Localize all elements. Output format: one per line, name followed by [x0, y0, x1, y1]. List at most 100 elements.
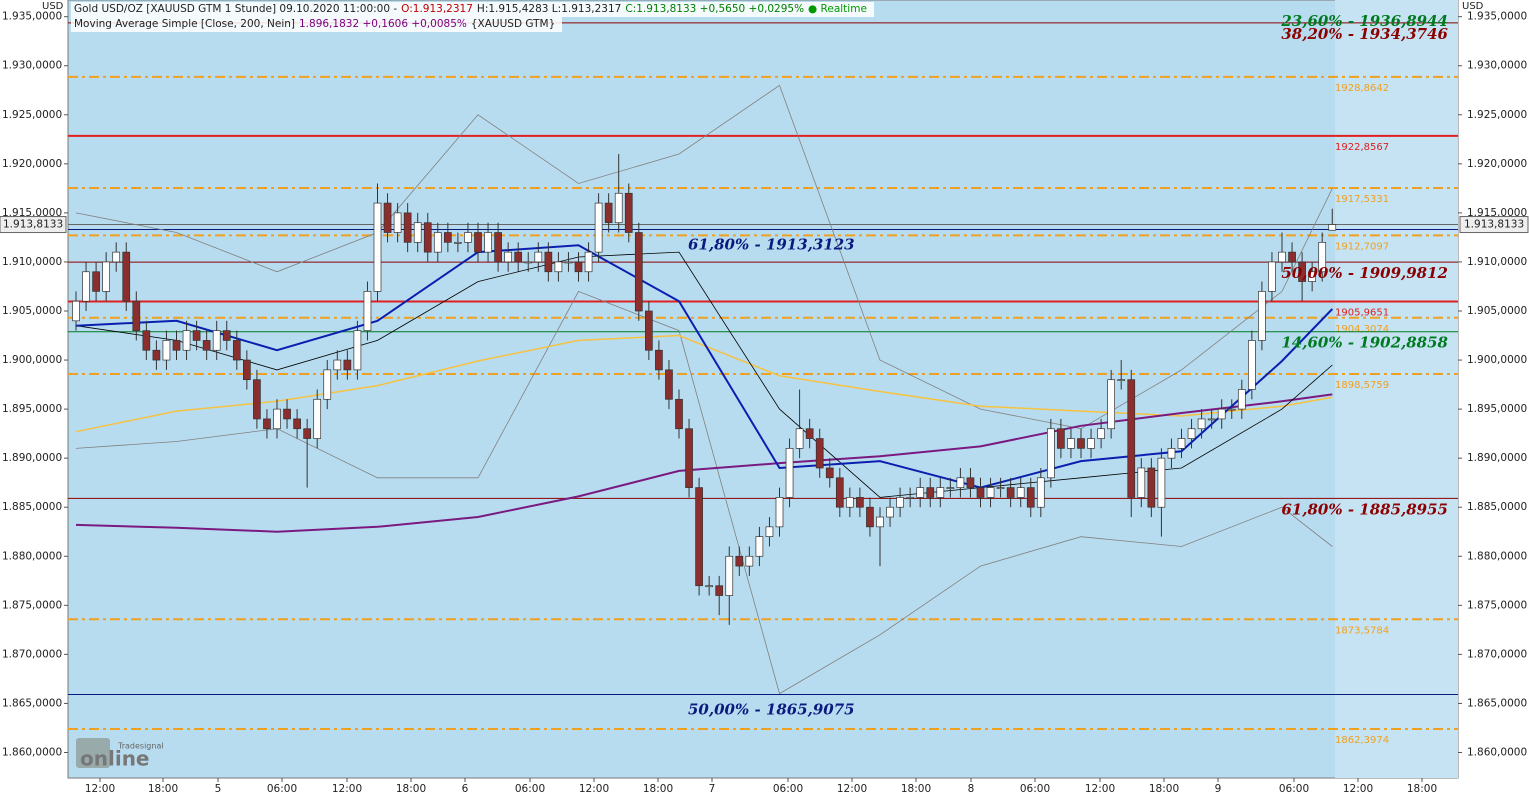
- future-area: [1335, 0, 1458, 778]
- y-tick-label: 1.930,0000: [2, 60, 62, 72]
- candle-body: [835, 477, 844, 508]
- y-tick-label-right: 1.905,0000: [1467, 305, 1527, 317]
- candle-body: [122, 251, 131, 302]
- y-tick-label-right: 1.865,0000: [1467, 697, 1527, 709]
- y-tick-label-right: 1.915,0000: [1467, 207, 1527, 219]
- candle-body: [1237, 389, 1246, 410]
- candle-body: [253, 379, 261, 420]
- x-tick-label: 18:00: [148, 783, 178, 795]
- candle-body: [1127, 379, 1136, 498]
- candle-body: [795, 428, 804, 449]
- y-tick-label: 1.895,0000: [2, 403, 62, 415]
- candle-body: [675, 398, 683, 430]
- x-tick-label: 06:00: [773, 783, 803, 795]
- x-tick-label: 18:00: [901, 783, 931, 795]
- x-tick-label: 06:00: [515, 783, 545, 795]
- candle-body: [1006, 487, 1015, 498]
- candle-body: [906, 497, 915, 499]
- candle-body: [644, 310, 653, 351]
- candle-body: [474, 232, 482, 253]
- header-part: 1.896,1832 +0,1606 +0,0085%: [299, 18, 467, 30]
- candle-body: [142, 330, 151, 351]
- x-tick-label: 18:00: [643, 783, 673, 795]
- x-tick-label: 06:00: [267, 783, 297, 795]
- header-part: H:1.915,4283 L:1.913,2317: [476, 3, 622, 15]
- y-tick-label-right: 1.870,0000: [1467, 648, 1527, 660]
- price-tag-right: [1459, 216, 1529, 234]
- candle-body: [775, 497, 784, 528]
- candle-body: [876, 516, 884, 528]
- y-tick-label: 1.905,0000: [2, 305, 62, 317]
- candle-body: [825, 467, 834, 479]
- candle-body: [484, 232, 492, 253]
- candle-body: [1197, 418, 1206, 430]
- candle-body: [1117, 379, 1126, 382]
- candle-body: [1288, 251, 1296, 263]
- candle-body: [464, 232, 472, 243]
- y-tick-label-right: 1.895,0000: [1467, 403, 1527, 415]
- level-label: 1898,5759: [1335, 380, 1389, 391]
- candle-body: [554, 261, 563, 273]
- candle-body: [916, 487, 925, 498]
- candle-body: [1207, 418, 1216, 421]
- y-tick-label: 1.865,0000: [2, 697, 62, 709]
- candle-body: [926, 487, 935, 498]
- candle-body: [986, 487, 995, 498]
- candle-body: [283, 408, 291, 420]
- fib-label: 14,60% - 1902,8858: [1281, 334, 1448, 352]
- level-label: 1862,3974: [1335, 735, 1389, 746]
- y-tick-label: 1.900,0000: [2, 354, 62, 366]
- candle-body: [243, 359, 251, 381]
- y-tick-label-right: 1.885,0000: [1467, 501, 1527, 513]
- candle-body: [182, 330, 191, 351]
- level-label: 1905,9651: [1335, 308, 1389, 319]
- candle-body: [534, 251, 543, 263]
- logo-box: [76, 738, 110, 768]
- logo-small: Tradesignal: [117, 742, 164, 751]
- level-label: 1904,3074: [1335, 324, 1389, 335]
- candle-body: [413, 222, 422, 243]
- candle-body: [655, 349, 663, 371]
- candle-body: [946, 487, 955, 489]
- candle-body: [1177, 438, 1186, 449]
- x-tick-label: 6: [462, 783, 469, 795]
- candle-body: [273, 408, 281, 430]
- y-tick-label-right: 1.900,0000: [1467, 354, 1527, 366]
- indicator-line: [75, 393, 1333, 533]
- candle-body: [1298, 261, 1306, 282]
- candle-body: [343, 359, 352, 371]
- price-tag-left: [0, 216, 67, 234]
- candle-body: [1187, 428, 1196, 439]
- candle-body: [624, 192, 633, 233]
- y-tick-label-right: 1.935,0000: [1467, 11, 1527, 23]
- x-tick-label: 8: [968, 783, 975, 795]
- indicator-line: [75, 84, 1333, 430]
- candle-body: [353, 330, 362, 371]
- candle-body: [383, 202, 392, 233]
- candle-body: [504, 251, 512, 263]
- x-tick-label: 18:00: [1149, 783, 1179, 795]
- candle-body: [92, 271, 100, 292]
- x-tick-label: 12:00: [1343, 783, 1373, 795]
- candle-body: [1318, 241, 1327, 273]
- header-part: C:1.913,8133 +0,5650 +0,0295%: [625, 3, 805, 15]
- x-tick-label: 12:00: [837, 783, 867, 795]
- candle-body: [192, 330, 201, 341]
- candle-body: [805, 428, 814, 439]
- candle-body: [594, 202, 603, 253]
- candle-body: [896, 497, 904, 508]
- candle-body: [815, 438, 824, 469]
- candle-body: [313, 398, 322, 439]
- candle-body: [1067, 438, 1075, 449]
- candle-body: [604, 202, 613, 224]
- candle-body: [162, 340, 171, 361]
- y-tick-label: 1.910,0000: [2, 256, 62, 268]
- candle-body: [956, 477, 965, 488]
- candle-body: [82, 271, 90, 302]
- indicator-line: [75, 290, 1333, 695]
- candle-body: [564, 261, 573, 264]
- candle-body: [454, 241, 462, 244]
- price-tag-left-text: 1.913,8133: [3, 219, 63, 231]
- fib-label: 50,00% - 1909,9812: [1281, 264, 1448, 282]
- candle-body: [232, 340, 241, 361]
